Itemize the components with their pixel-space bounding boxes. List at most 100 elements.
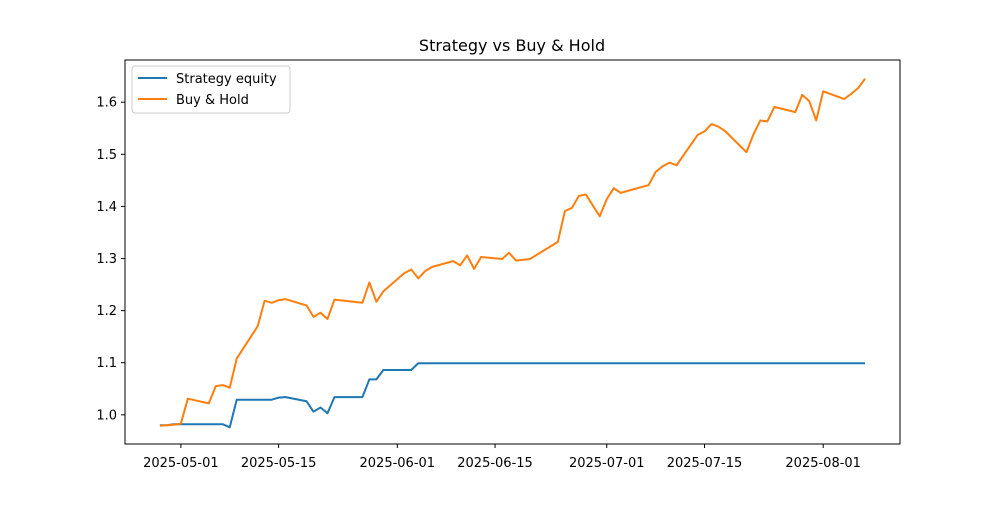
- data-point-buy-and-hold: [557, 241, 559, 243]
- data-point-buy-and-hold: [717, 126, 719, 128]
- data-point-buy-and-hold: [166, 424, 168, 426]
- data-point-buy-and-hold: [669, 162, 671, 164]
- data-point-strategy-equity: [382, 369, 384, 371]
- x-axis: 2025-05-01 2025-05-15 2025-06-01 2025-06-15…: [143, 444, 861, 471]
- data-point-buy-and-hold: [264, 300, 266, 302]
- legend: Strategy equity Buy & Hold: [131, 65, 291, 114]
- chart-title: Strategy vs Buy & Hold: [419, 36, 605, 55]
- legend-label-strategy-equity: Strategy equity: [176, 72, 277, 87]
- data-point-buy-and-hold: [808, 100, 810, 102]
- data-point-buy-and-hold: [585, 193, 587, 195]
- data-point-buy-and-hold: [382, 290, 384, 292]
- data-point-buy-and-hold: [452, 260, 454, 262]
- data-point-buy-and-hold: [857, 87, 859, 89]
- data-point-buy-and-hold: [578, 195, 580, 197]
- data-point-strategy-equity: [822, 362, 824, 364]
- y-tick-label: 1.3: [96, 252, 117, 267]
- data-point-buy-and-hold: [620, 192, 622, 194]
- data-point-buy-and-hold: [724, 130, 726, 132]
- data-point-strategy-equity: [278, 397, 280, 399]
- data-point-buy-and-hold: [180, 423, 182, 425]
- y-tick-label: 1.4: [96, 200, 117, 215]
- data-point-strategy-equity: [264, 399, 266, 401]
- data-point-buy-and-hold: [515, 260, 517, 262]
- data-point-strategy-equity: [368, 378, 370, 380]
- data-point-buy-and-hold: [752, 134, 754, 136]
- x-tick-label: 2025-07-01: [569, 456, 645, 471]
- x-tick-label: 2025-08-01: [785, 456, 861, 471]
- data-point-strategy-equity: [410, 369, 412, 371]
- data-point-buy-and-hold: [773, 106, 775, 108]
- data-point-buy-and-hold: [794, 111, 796, 113]
- data-point-buy-and-hold: [745, 151, 747, 153]
- data-point-strategy-equity: [361, 396, 363, 398]
- series-line-buy-and-hold: [159, 78, 866, 427]
- data-point-buy-and-hold: [320, 312, 322, 314]
- data-point-buy-and-hold: [676, 164, 678, 166]
- x-tick-label: 2025-06-01: [360, 456, 436, 471]
- legend-label-buy-and-hold: Buy & Hold: [176, 93, 249, 108]
- x-tick-label: 2025-07-15: [667, 456, 743, 471]
- data-point-buy-and-hold: [459, 264, 461, 266]
- data-point-strategy-equity: [403, 369, 405, 371]
- data-point-buy-and-hold: [599, 215, 601, 217]
- data-point-buy-and-hold: [278, 299, 280, 301]
- data-point-buy-and-hold: [473, 268, 475, 270]
- data-point-buy-and-hold: [704, 130, 706, 132]
- data-point-buy-and-hold: [710, 123, 712, 125]
- data-point-buy-and-hold: [864, 78, 866, 80]
- y-tick-label: 1.2: [96, 304, 117, 319]
- data-point-strategy-equity: [333, 396, 335, 398]
- data-point-buy-and-hold: [529, 258, 531, 260]
- data-point-buy-and-hold: [236, 358, 238, 360]
- data-point-buy-and-hold: [508, 252, 510, 254]
- data-point-buy-and-hold: [229, 387, 231, 389]
- data-point-buy-and-hold: [571, 207, 573, 209]
- y-tick-label: 1.6: [96, 96, 117, 111]
- data-point-buy-and-hold: [843, 98, 845, 100]
- data-point-buy-and-hold: [187, 398, 189, 400]
- data-point-buy-and-hold: [431, 266, 433, 268]
- x-tick-label: 2025-05-01: [143, 456, 219, 471]
- data-point-strategy-equity: [459, 362, 461, 364]
- data-point-strategy-equity: [236, 399, 238, 401]
- data-point-strategy-equity: [271, 399, 273, 401]
- series-line-strategy-equity: [159, 362, 866, 429]
- data-point-buy-and-hold: [648, 184, 650, 186]
- data-point-strategy-equity: [222, 423, 224, 425]
- data-point-strategy-equity: [187, 423, 189, 425]
- data-point-strategy-equity: [313, 411, 315, 413]
- data-point-buy-and-hold: [333, 299, 335, 301]
- data-point-buy-and-hold: [410, 268, 412, 270]
- data-point-strategy-equity: [704, 362, 706, 364]
- data-point-buy-and-hold: [326, 318, 328, 320]
- legend-box: [131, 65, 291, 114]
- data-point-strategy-equity: [417, 362, 419, 364]
- data-point-buy-and-hold: [306, 304, 308, 306]
- data-point-buy-and-hold: [480, 256, 482, 258]
- data-point-buy-and-hold: [424, 270, 426, 272]
- data-point-buy-and-hold: [257, 325, 259, 327]
- data-point-buy-and-hold: [313, 316, 315, 318]
- data-point-buy-and-hold: [662, 165, 664, 167]
- data-point-buy-and-hold: [501, 258, 503, 260]
- data-point-strategy-equity: [864, 362, 866, 364]
- data-point-strategy-equity: [215, 423, 217, 425]
- data-point-buy-and-hold: [368, 281, 370, 283]
- data-point-strategy-equity: [285, 396, 287, 398]
- data-point-buy-and-hold: [271, 302, 273, 304]
- data-point-strategy-equity: [606, 362, 608, 364]
- data-point-buy-and-hold: [215, 385, 217, 387]
- data-point-buy-and-hold: [655, 171, 657, 173]
- data-point-buy-and-hold: [375, 301, 377, 303]
- data-point-strategy-equity: [229, 426, 231, 428]
- data-point-buy-and-hold: [466, 254, 468, 256]
- x-tick-label: 2025-06-15: [457, 456, 533, 471]
- data-point-buy-and-hold: [801, 94, 803, 96]
- data-point-strategy-equity: [208, 423, 210, 425]
- data-point-buy-and-hold: [697, 134, 699, 136]
- data-point-buy-and-hold: [613, 187, 615, 189]
- data-point-buy-and-hold: [222, 384, 224, 386]
